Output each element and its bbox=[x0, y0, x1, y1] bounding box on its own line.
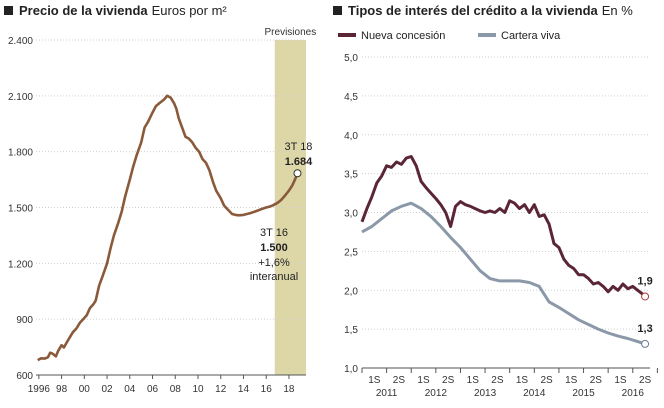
rates-y-tick-label: 3,0 bbox=[344, 209, 358, 220]
rates-new-end-label: 1,9 bbox=[637, 275, 652, 287]
rates-year-label: 2014 bbox=[523, 388, 546, 399]
price-y-tick-label: 2.100 bbox=[8, 92, 33, 103]
price-latest-period: 3T 18 bbox=[285, 141, 313, 153]
price-y-tick-label: 600 bbox=[16, 371, 33, 382]
rates-y-tick-label: 5,0 bbox=[344, 53, 358, 64]
price-y-tick-label: 1.500 bbox=[8, 204, 33, 215]
price-y-tick-label: 1.800 bbox=[8, 148, 33, 159]
price-y-tick-label: 2.400 bbox=[8, 36, 33, 47]
rates-half-year-label: 2S bbox=[393, 375, 406, 386]
price-2016-value: 1.500 bbox=[260, 242, 288, 254]
price-y-tick-label: 1.200 bbox=[8, 259, 33, 270]
price-y-tick-label: 900 bbox=[16, 315, 33, 326]
rates-half-year-label: 1S bbox=[565, 375, 578, 386]
price-x-tick-label: 1996 bbox=[28, 384, 51, 395]
price-x-tick-label: 16 bbox=[261, 384, 273, 395]
price-2016-change-label: interanual bbox=[250, 271, 298, 283]
rates-unit-text: En % bbox=[601, 3, 633, 18]
price-x-tick-label: 02 bbox=[101, 384, 113, 395]
price-x-tick-label: 00 bbox=[79, 384, 91, 395]
title-square-icon bbox=[4, 6, 13, 15]
rates-y-tick-label: 3,5 bbox=[344, 170, 358, 181]
rates-stock-end-label: 1,3 bbox=[637, 323, 652, 335]
rates-half-year-label: 1S bbox=[614, 375, 627, 386]
rates-stock-end-marker bbox=[641, 339, 650, 348]
price-title-text: Precio de la vivienda bbox=[19, 3, 148, 18]
rates-year-label: 2013 bbox=[474, 388, 497, 399]
rates-y-tick-label: 4,0 bbox=[344, 131, 358, 142]
title-square-icon bbox=[333, 6, 342, 15]
rates-new-line bbox=[360, 155, 647, 298]
rates-half-year-label: 2S bbox=[491, 375, 504, 386]
price-x-tick-label: 98 bbox=[56, 384, 68, 395]
price-x-tick-label: 12 bbox=[215, 384, 227, 395]
price-x-tick-label: 08 bbox=[170, 384, 182, 395]
price-x-tick-label: 04 bbox=[124, 384, 136, 395]
rates-year-label: 2011 bbox=[376, 388, 398, 399]
price-latest-value: 1.684 bbox=[285, 156, 313, 168]
rates-year-label: 2012 bbox=[425, 388, 448, 399]
forecast-label: Previsiones bbox=[265, 27, 317, 38]
rates-half-year-label: 1S bbox=[516, 375, 529, 386]
legend-label-new: Nueva concesión bbox=[361, 30, 445, 42]
price-chart-title: Precio de la vivienda Euros por m² bbox=[4, 3, 227, 18]
price-x-tick-label: 18 bbox=[283, 384, 295, 395]
rates-y-tick-label: 2,5 bbox=[344, 247, 358, 258]
price-unit-text: Euros por m² bbox=[151, 3, 227, 18]
rates-half-year-label: 1S bbox=[467, 375, 480, 386]
rates-y-tick-label: 2,0 bbox=[344, 286, 358, 297]
price-end-marker bbox=[293, 169, 302, 178]
rates-year-label: 2015 bbox=[572, 388, 595, 399]
rates-half-year-label: 2S bbox=[590, 375, 603, 386]
rates-year-label: 2016 bbox=[622, 388, 645, 399]
rates-half-year-label: 2S bbox=[540, 375, 553, 386]
rates-title-text: Tipos de interés del crédito a la vivien… bbox=[348, 3, 598, 18]
rates-y-tick-label: 1,5 bbox=[344, 325, 358, 336]
price-x-tick-label: 10 bbox=[192, 384, 204, 395]
price-x-tick-label: 06 bbox=[147, 384, 159, 395]
rates-half-year-label: 2S bbox=[442, 375, 455, 386]
price-x-tick-label: 14 bbox=[238, 384, 250, 395]
rates-y-tick-label: 1,0 bbox=[344, 364, 358, 375]
rates-half-year-label: 1S bbox=[417, 375, 430, 386]
rates-half-year-label: 2S bbox=[639, 375, 652, 386]
rates-y-tick-label: 4,5 bbox=[344, 92, 358, 103]
rates-chart-title: Tipos de interés del crédito a la vivien… bbox=[333, 3, 633, 18]
rates-half-year-label: 1S bbox=[368, 375, 381, 386]
rates-new-end-marker bbox=[641, 292, 650, 301]
price-2016-change: +1,6% bbox=[258, 257, 290, 269]
price-2016-period: 3T 16 bbox=[260, 227, 288, 239]
price-series-line bbox=[37, 94, 299, 362]
rates-stock-line bbox=[361, 201, 646, 346]
legend-label-stock: Cartera viva bbox=[501, 30, 561, 42]
